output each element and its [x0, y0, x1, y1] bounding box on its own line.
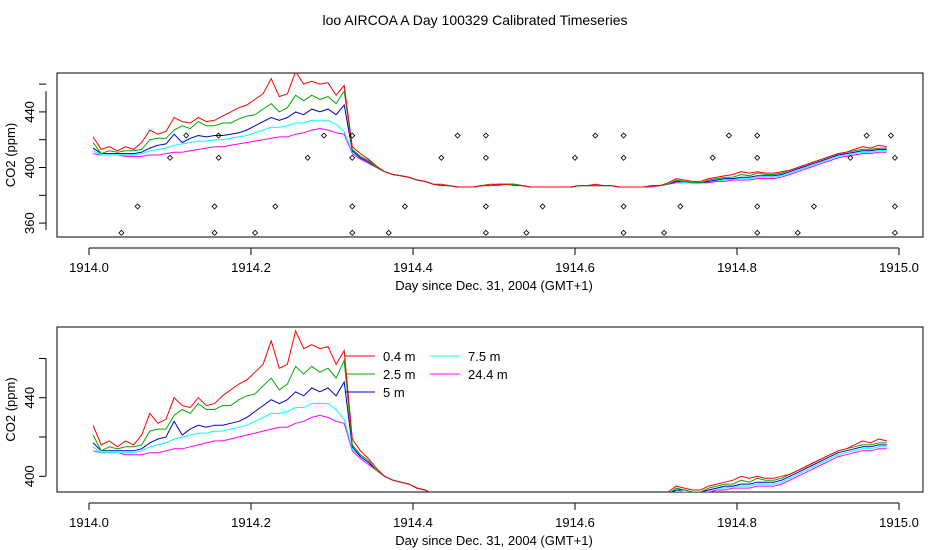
marker-point — [891, 203, 899, 210]
marker-point — [709, 154, 716, 161]
marker-point — [183, 132, 190, 139]
marker-point — [304, 154, 311, 161]
series-line-0-4-m — [92, 329, 887, 492]
marker-point — [215, 154, 222, 161]
marker-point — [863, 132, 870, 139]
marker-point — [620, 229, 627, 236]
legend-label: 24.4 m — [468, 367, 508, 382]
chart-title: loo AIRCOA A Day 100329 Calibrated Times… — [322, 12, 627, 28]
x-tick-label: 1914.0 — [69, 260, 109, 275]
marker-point — [754, 229, 761, 236]
plot-frame — [56, 72, 924, 238]
y-tick-label: 360 — [22, 212, 37, 234]
series-line-7-5-m — [92, 403, 887, 492]
series-line-2-5-m — [92, 89, 887, 188]
y-tick-label: 440 — [22, 387, 37, 409]
marker-point — [539, 203, 546, 210]
marker-point — [118, 229, 125, 236]
series-line-24-4-m — [92, 414, 887, 492]
marker-point — [215, 132, 222, 139]
marker-point — [754, 203, 761, 210]
legend-label: 5 m — [383, 385, 405, 400]
marker-point — [620, 154, 627, 161]
marker-point — [438, 154, 445, 161]
marker-point — [401, 203, 408, 210]
marker-point — [677, 203, 684, 210]
marker-point — [754, 154, 761, 161]
plot-frame — [56, 326, 924, 493]
marker-point — [482, 132, 489, 139]
marker-point — [211, 229, 218, 236]
legend-label: 0.4 m — [383, 349, 416, 364]
marker-point — [661, 229, 668, 236]
marker-point — [887, 132, 894, 139]
x-tick-label: 1914.4 — [393, 515, 433, 530]
marker-point — [482, 154, 489, 161]
marker-point — [349, 154, 356, 161]
x-tick-label: 1914.0 — [69, 515, 109, 530]
series-line-7-5-m — [92, 119, 887, 188]
y-tick-label: 400 — [22, 465, 37, 487]
marker-point — [810, 203, 818, 210]
x-tick-label: 1914.6 — [555, 260, 595, 275]
x-tick-label: 1914.2 — [231, 515, 271, 530]
marker-point — [385, 229, 392, 236]
marker-point — [134, 203, 141, 210]
x-tick-label: 1915.0 — [879, 260, 919, 275]
x-tick-label: 1915.0 — [879, 515, 919, 530]
marker-point — [251, 229, 259, 236]
marker-point — [847, 154, 854, 161]
marker-point — [211, 203, 218, 210]
x-tick-label: 1914.8 — [717, 515, 757, 530]
marker-point — [571, 154, 579, 161]
x-tick-label: 1914.2 — [231, 260, 271, 275]
marker-point — [891, 154, 899, 161]
marker-point — [725, 132, 732, 139]
marker-point — [620, 203, 627, 210]
y-axis-label: CO2 (ppm) — [3, 123, 18, 187]
y-tick-label: 400 — [22, 157, 37, 179]
marker-point — [754, 132, 761, 139]
legend-label: 7.5 m — [468, 349, 501, 364]
series-line-5-m — [92, 380, 887, 492]
x-tick-label: 1914.6 — [555, 515, 595, 530]
panel-2: 1914.0 1914.2 1914.4 1914.6 1914.8 1915.0 400 4… — [3, 326, 924, 548]
x-axis-label: Day since Dec. 31, 2004 (GMT+1) — [395, 278, 593, 293]
marker-point — [320, 132, 327, 139]
marker-point — [166, 154, 174, 161]
x-tick-label: 1914.8 — [717, 260, 757, 275]
legend: 0.4 m 2.5 m 5 m 7.5 m 24.4 m — [345, 349, 508, 400]
legend-label: 2.5 m — [383, 367, 416, 382]
marker-point — [592, 132, 599, 139]
marker-point — [794, 229, 801, 236]
panel-1: 1914.0 1914.2 1914.4 1914.6 1914.8 1915.0 360 4… — [3, 72, 924, 293]
x-tick-label: 1914.4 — [393, 260, 433, 275]
marker-point — [891, 229, 899, 236]
marker-point — [349, 132, 356, 139]
marker-point — [523, 229, 530, 236]
marker-point — [620, 132, 627, 139]
marker-point — [349, 203, 356, 210]
marker-point — [272, 203, 279, 210]
x-axis-label: Day since Dec. 31, 2004 (GMT+1) — [395, 533, 593, 548]
y-axis-label: CO2 (ppm) — [3, 377, 18, 441]
series-line-24-4-m — [93, 128, 887, 188]
y-tick-label: 440 — [22, 101, 37, 123]
series-line-2-5-m — [92, 358, 887, 492]
marker-point — [454, 132, 461, 139]
marker-point — [349, 229, 356, 236]
marker-point — [482, 203, 489, 210]
series-line-0-4-m — [92, 73, 887, 188]
marker-point — [482, 229, 489, 236]
